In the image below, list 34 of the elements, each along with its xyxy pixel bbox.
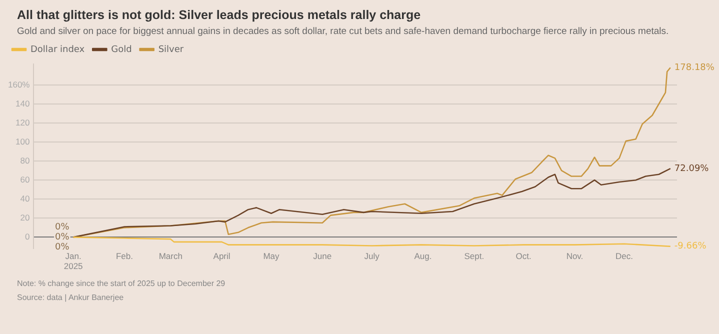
chart-subtitle: Gold and silver on pace for biggest annual gains in decades as soft dollar, rate cut bets and safe-haven demand turbocharge fierce rally in precious metals. xyxy=(17,26,670,37)
x-tick-label: April xyxy=(213,251,230,262)
y-tick-label: 20 xyxy=(20,212,30,222)
x-tick-label: Jan. 2025 xyxy=(64,251,84,272)
legend-label: Dollar index xyxy=(30,44,86,55)
x-tick-label: Nov. xyxy=(566,251,584,262)
x-tick-label: July xyxy=(364,251,380,262)
y-tick-label: 100 xyxy=(16,136,30,146)
text: Note: % change since the start of 2025 up to December 29 xyxy=(17,279,226,288)
x-tick-label: Sept. xyxy=(464,251,484,262)
y-tick-label: 80 xyxy=(20,155,30,166)
y-tick-label: 0 xyxy=(25,232,30,242)
chart-title: All that glitters is not gold: Silver leads precious metals rally charge xyxy=(17,8,422,22)
x-tick-label: March xyxy=(158,251,183,262)
x-tick-label: Feb. xyxy=(116,251,133,262)
legend-label: Silver xyxy=(158,44,184,55)
data-label: 178.18% xyxy=(674,62,715,73)
x-tick-label: Aug. xyxy=(414,251,432,262)
data-label: 0% xyxy=(55,222,70,233)
x-tick-label: Dec. xyxy=(615,251,633,262)
x-tick-label: Oct. xyxy=(516,251,532,262)
y-tick-label: 60 xyxy=(20,174,30,184)
y-tick-label: 160% xyxy=(8,79,30,90)
x-tick-label: June xyxy=(313,251,332,262)
source-note: Source: data | Ankur Banerjee xyxy=(17,293,124,302)
legend-label: Gold xyxy=(111,44,132,55)
data-label: 72.09% xyxy=(674,164,710,174)
data-label: -9.66% xyxy=(674,242,707,252)
y-tick-label: 140 xyxy=(16,98,30,108)
x-tick-label: May xyxy=(263,251,280,262)
y-tick-label: 120 xyxy=(16,117,30,128)
data-label: 0% xyxy=(55,242,70,253)
y-tick-label: 40 xyxy=(20,193,30,204)
data-label: 0% xyxy=(55,232,70,243)
